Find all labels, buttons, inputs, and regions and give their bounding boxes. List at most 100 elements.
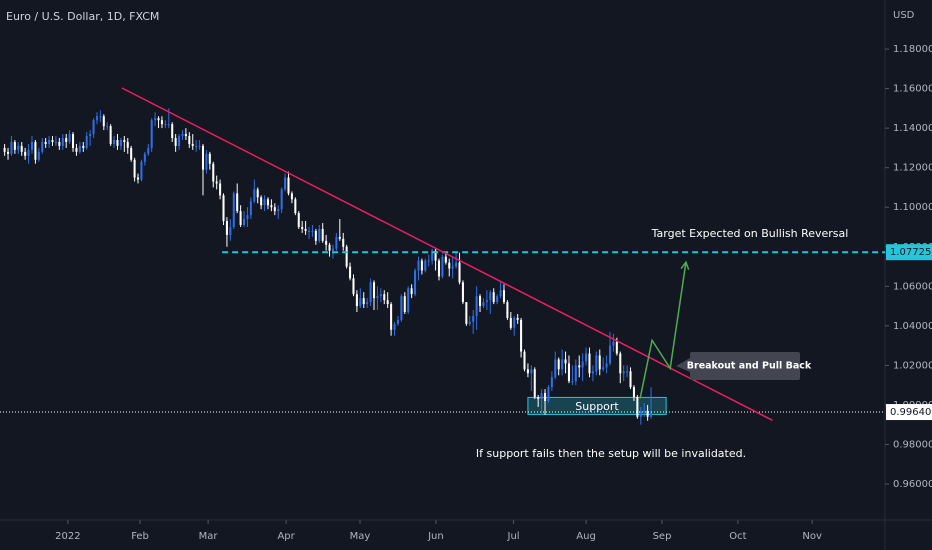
candle-body	[543, 393, 547, 401]
candle-body	[516, 317, 519, 320]
candle-body	[338, 236, 341, 239]
x-tick-label: Feb	[131, 531, 149, 542]
candle-body	[75, 147, 78, 152]
candle-body	[431, 250, 434, 261]
support-label: Support	[575, 400, 619, 413]
candle-body	[41, 141, 44, 152]
candle-body	[178, 136, 181, 146]
candle-body	[92, 120, 95, 135]
candle-body	[499, 290, 502, 297]
note-text: If support fails then the setup will be …	[476, 447, 746, 460]
projection-path	[639, 262, 687, 399]
candle-body	[595, 355, 598, 372]
candle-body	[20, 145, 23, 152]
last-price-label: 0.99640	[890, 407, 931, 418]
candle-body	[143, 153, 146, 162]
candle-body	[133, 159, 136, 178]
candle-body	[403, 296, 406, 312]
candle-body	[533, 369, 536, 398]
candle-body	[585, 353, 588, 362]
candle-body	[191, 143, 194, 146]
candle-body	[629, 371, 632, 388]
candle-body	[496, 296, 499, 303]
candle-body	[564, 359, 567, 364]
candle-body	[427, 260, 430, 262]
candle-body	[441, 256, 444, 277]
x-tick-label: Oct	[729, 531, 746, 542]
candle-body	[201, 145, 205, 170]
y-tick-label: 1.18000	[893, 44, 932, 55]
y-tick-label: 1.10000	[893, 202, 932, 213]
candle-body	[646, 410, 649, 417]
candle-body	[314, 230, 317, 241]
callout-box	[676, 352, 800, 380]
candle-body	[523, 351, 526, 370]
candle-body	[550, 377, 553, 388]
candle-body	[27, 149, 30, 156]
last-price-box	[886, 404, 932, 421]
candle-body	[160, 120, 163, 125]
candle-body	[369, 282, 372, 303]
candle-body	[335, 236, 338, 249]
candle-body	[591, 371, 594, 374]
candle-body	[414, 270, 417, 295]
candle-body	[420, 260, 423, 271]
candle-body	[294, 199, 297, 214]
candle-body	[626, 371, 629, 373]
plot: Support Target Expected on Bullish Revers…	[0, 87, 885, 460]
candle-body	[526, 369, 529, 374]
candle-body	[246, 215, 249, 220]
candle-body	[561, 359, 564, 370]
candle-body	[331, 248, 334, 251]
candle-body	[650, 412, 653, 417]
candle-body	[410, 288, 413, 295]
candle-body	[465, 302, 468, 324]
candle-body	[99, 116, 102, 118]
candle-body	[222, 195, 225, 222]
target-box	[886, 244, 932, 261]
candle-body	[485, 300, 488, 303]
candle-body	[212, 163, 215, 182]
y-tick-label: 0.96000	[893, 479, 932, 490]
candle-body	[636, 397, 639, 417]
candle-body	[588, 353, 591, 374]
candle-body	[366, 302, 369, 305]
candle-body	[48, 139, 51, 144]
candle-body	[7, 151, 10, 154]
candle-body	[318, 228, 321, 241]
candle-body	[188, 136, 191, 144]
candle-body	[215, 181, 218, 184]
candle-body	[54, 141, 57, 143]
candle-body	[3, 147, 6, 152]
candle-body	[243, 219, 246, 226]
candle-body	[492, 292, 495, 303]
candle-body	[109, 126, 112, 144]
candle-body	[68, 134, 71, 142]
target-label: 1.07725	[890, 247, 931, 258]
candle-body	[304, 228, 307, 231]
candle-body	[13, 141, 16, 150]
candle-body	[229, 226, 232, 235]
candle-body	[273, 207, 276, 212]
axes: 0.960000.980001.000001.020001.040001.060…	[55, 44, 932, 542]
candle-body	[82, 145, 85, 148]
candle-body	[297, 213, 300, 227]
y-tick-label: 1.02000	[893, 360, 932, 371]
candle-body	[260, 197, 263, 206]
candle-body	[530, 369, 533, 374]
candle-body	[598, 355, 601, 370]
candle-body	[150, 120, 153, 148]
candle-body	[71, 134, 75, 148]
candle-body	[639, 410, 642, 417]
candle-body	[321, 228, 324, 241]
candle-body	[147, 147, 150, 154]
candle-body	[256, 189, 259, 198]
x-tick-label: 2022	[55, 531, 80, 542]
candle-body	[615, 341, 618, 354]
callout-text: Breakout and Pull Back	[687, 361, 812, 372]
candle-body	[407, 288, 410, 312]
candle-body	[506, 302, 509, 318]
candle-body	[359, 298, 362, 307]
candle-body	[345, 246, 348, 267]
